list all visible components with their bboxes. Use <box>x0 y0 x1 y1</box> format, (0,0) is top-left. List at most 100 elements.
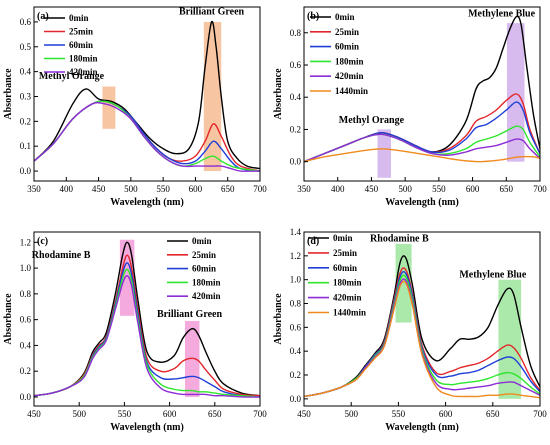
legend-label-0min: 0min <box>333 233 353 243</box>
plot-frame <box>33 231 261 407</box>
panel-4: 450 500 550 600 650 700 0.0 0.2 0.4 0.6 0.8 1.0 1.2 1… <box>273 227 547 433</box>
x-axis-label: Wavelength (nm) <box>110 197 184 208</box>
y-tick-label: 0.0 <box>290 394 302 404</box>
x-axis-label: Wavelength (nm) <box>385 197 459 208</box>
y-tick-label: 0.2 <box>290 124 301 134</box>
x-tick-label: 500 <box>72 409 86 419</box>
highlight-band-1 <box>377 129 391 178</box>
highlight-band-1 <box>102 86 116 129</box>
plot-frame <box>303 6 541 182</box>
panel-3: 450 500 550 600 650 700 0.0 0.2 0.4 0.6 0.8 1.0 1.2 W… <box>3 231 267 433</box>
series-line-25min <box>303 93 541 163</box>
y-tick-label: 0.4 <box>290 92 302 102</box>
y-tick-label: 1.4 <box>290 227 302 237</box>
y-tick-label: 0.2 <box>290 370 301 380</box>
x-tick-label: 650 <box>486 409 500 419</box>
legend-label-60min: 60min <box>333 263 357 273</box>
annotation-2: Methyl Orange <box>339 115 405 126</box>
x-tick-label: 400 <box>331 184 345 194</box>
legend-label-420min: 420min <box>192 291 221 301</box>
x-axis-label: Wavelength (nm) <box>385 422 459 433</box>
annotation-1: Rhodamine B <box>32 250 91 261</box>
x-tick-label: 450 <box>92 184 106 194</box>
y-axis-label: Absorbance <box>273 68 284 120</box>
x-tick-label: 400 <box>60 184 74 194</box>
legend-label-180min: 180min <box>69 54 98 64</box>
legend-label-180min: 180min <box>333 278 362 288</box>
y-tick-label: 0.8 <box>290 28 302 38</box>
x-tick-label: 700 <box>253 409 267 419</box>
legend-label-60min: 60min <box>192 264 216 274</box>
legend-label-420min: 420min <box>69 67 98 77</box>
panel-label: (c) <box>37 236 48 247</box>
plot-frame <box>303 231 541 407</box>
y-tick-label: 1.0 <box>20 263 32 273</box>
legend-label-0min: 0min <box>69 13 89 23</box>
panel-2: 350 400 450 500 550 600 650 700 0.0 0.2 0.4 0.6 0.8 W… <box>273 6 547 208</box>
legend-label-25min: 25min <box>335 27 359 37</box>
x-axis-label: Wavelength (nm) <box>110 422 184 433</box>
y-tick-label: 0.6 <box>290 60 302 70</box>
highlight-band-2 <box>498 279 522 399</box>
series-line-0min <box>33 241 261 397</box>
y-tick-label: 0.1 <box>20 141 31 151</box>
y-axis-label: Absorbance <box>3 68 14 120</box>
y-axis-label: Absorbance <box>273 293 284 345</box>
series-line-0min <box>33 20 261 170</box>
annotation-2: Brilliant Green <box>157 309 223 320</box>
y-tick-label: 1.0 <box>290 275 302 285</box>
y-tick-label: 0.3 <box>20 91 32 101</box>
x-tick-label: 450 <box>365 184 379 194</box>
series-line-180min <box>33 268 261 398</box>
legend-label-25min: 25min <box>192 250 216 260</box>
x-tick-label: 550 <box>432 184 446 194</box>
x-tick-label: 550 <box>156 184 170 194</box>
x-tick-label: 700 <box>253 184 267 194</box>
y-tick-label: 0.4 <box>20 67 32 77</box>
y-tick-label: 0.6 <box>20 315 32 325</box>
annotation-1: Rhodamine B <box>370 234 429 245</box>
x-tick-label: 450 <box>297 409 311 419</box>
x-tick-label: 450 <box>27 409 41 419</box>
x-tick-label: 650 <box>208 409 222 419</box>
y-tick-label: 0.4 <box>20 340 32 350</box>
y-tick-label: 0.0 <box>20 392 32 402</box>
y-tick-label: 0.8 <box>20 289 32 299</box>
legend-label-25min: 25min <box>69 27 93 37</box>
series-line-420min <box>303 133 541 163</box>
y-tick-label: 1.2 <box>20 237 31 247</box>
series-line-60min <box>303 270 541 398</box>
panel-label: (a) <box>37 11 49 22</box>
x-tick-label: 650 <box>221 184 235 194</box>
x-tick-label: 700 <box>533 184 547 194</box>
series-line-0min <box>303 255 541 398</box>
x-tick-label: 500 <box>124 184 138 194</box>
x-tick-label: 600 <box>439 409 453 419</box>
x-tick-label: 600 <box>466 184 480 194</box>
x-tick-label: 350 <box>27 184 41 194</box>
highlight-band-1 <box>119 239 135 316</box>
annotation-1: Brilliant Green <box>179 6 245 17</box>
legend-label-0min: 0min <box>192 236 212 246</box>
legend-label-1440min: 1440min <box>333 308 366 318</box>
annotation-1: Methylene Blue <box>468 9 535 20</box>
y-tick-label: 0.2 <box>20 116 31 126</box>
y-tick-label: 0.6 <box>290 322 302 332</box>
series-line-25min <box>33 254 261 397</box>
x-tick-label: 650 <box>500 184 514 194</box>
x-tick-label: 500 <box>398 184 412 194</box>
legend-label-25min: 25min <box>333 248 357 258</box>
series-line-1440min <box>303 148 541 163</box>
y-tick-label: 1.2 <box>290 251 301 261</box>
legend-label-60min: 60min <box>335 42 359 52</box>
x-tick-label: 700 <box>533 409 547 419</box>
y-tick-label: 0.8 <box>290 299 302 309</box>
panel-label: (d) <box>307 236 319 247</box>
x-tick-label: 600 <box>189 184 203 194</box>
legend-label-180min: 180min <box>335 56 364 66</box>
series-line-420min <box>33 101 261 172</box>
legend-label-420min: 420min <box>335 71 364 81</box>
y-tick-label: 0.0 <box>290 157 302 167</box>
plot-frame <box>33 6 261 182</box>
